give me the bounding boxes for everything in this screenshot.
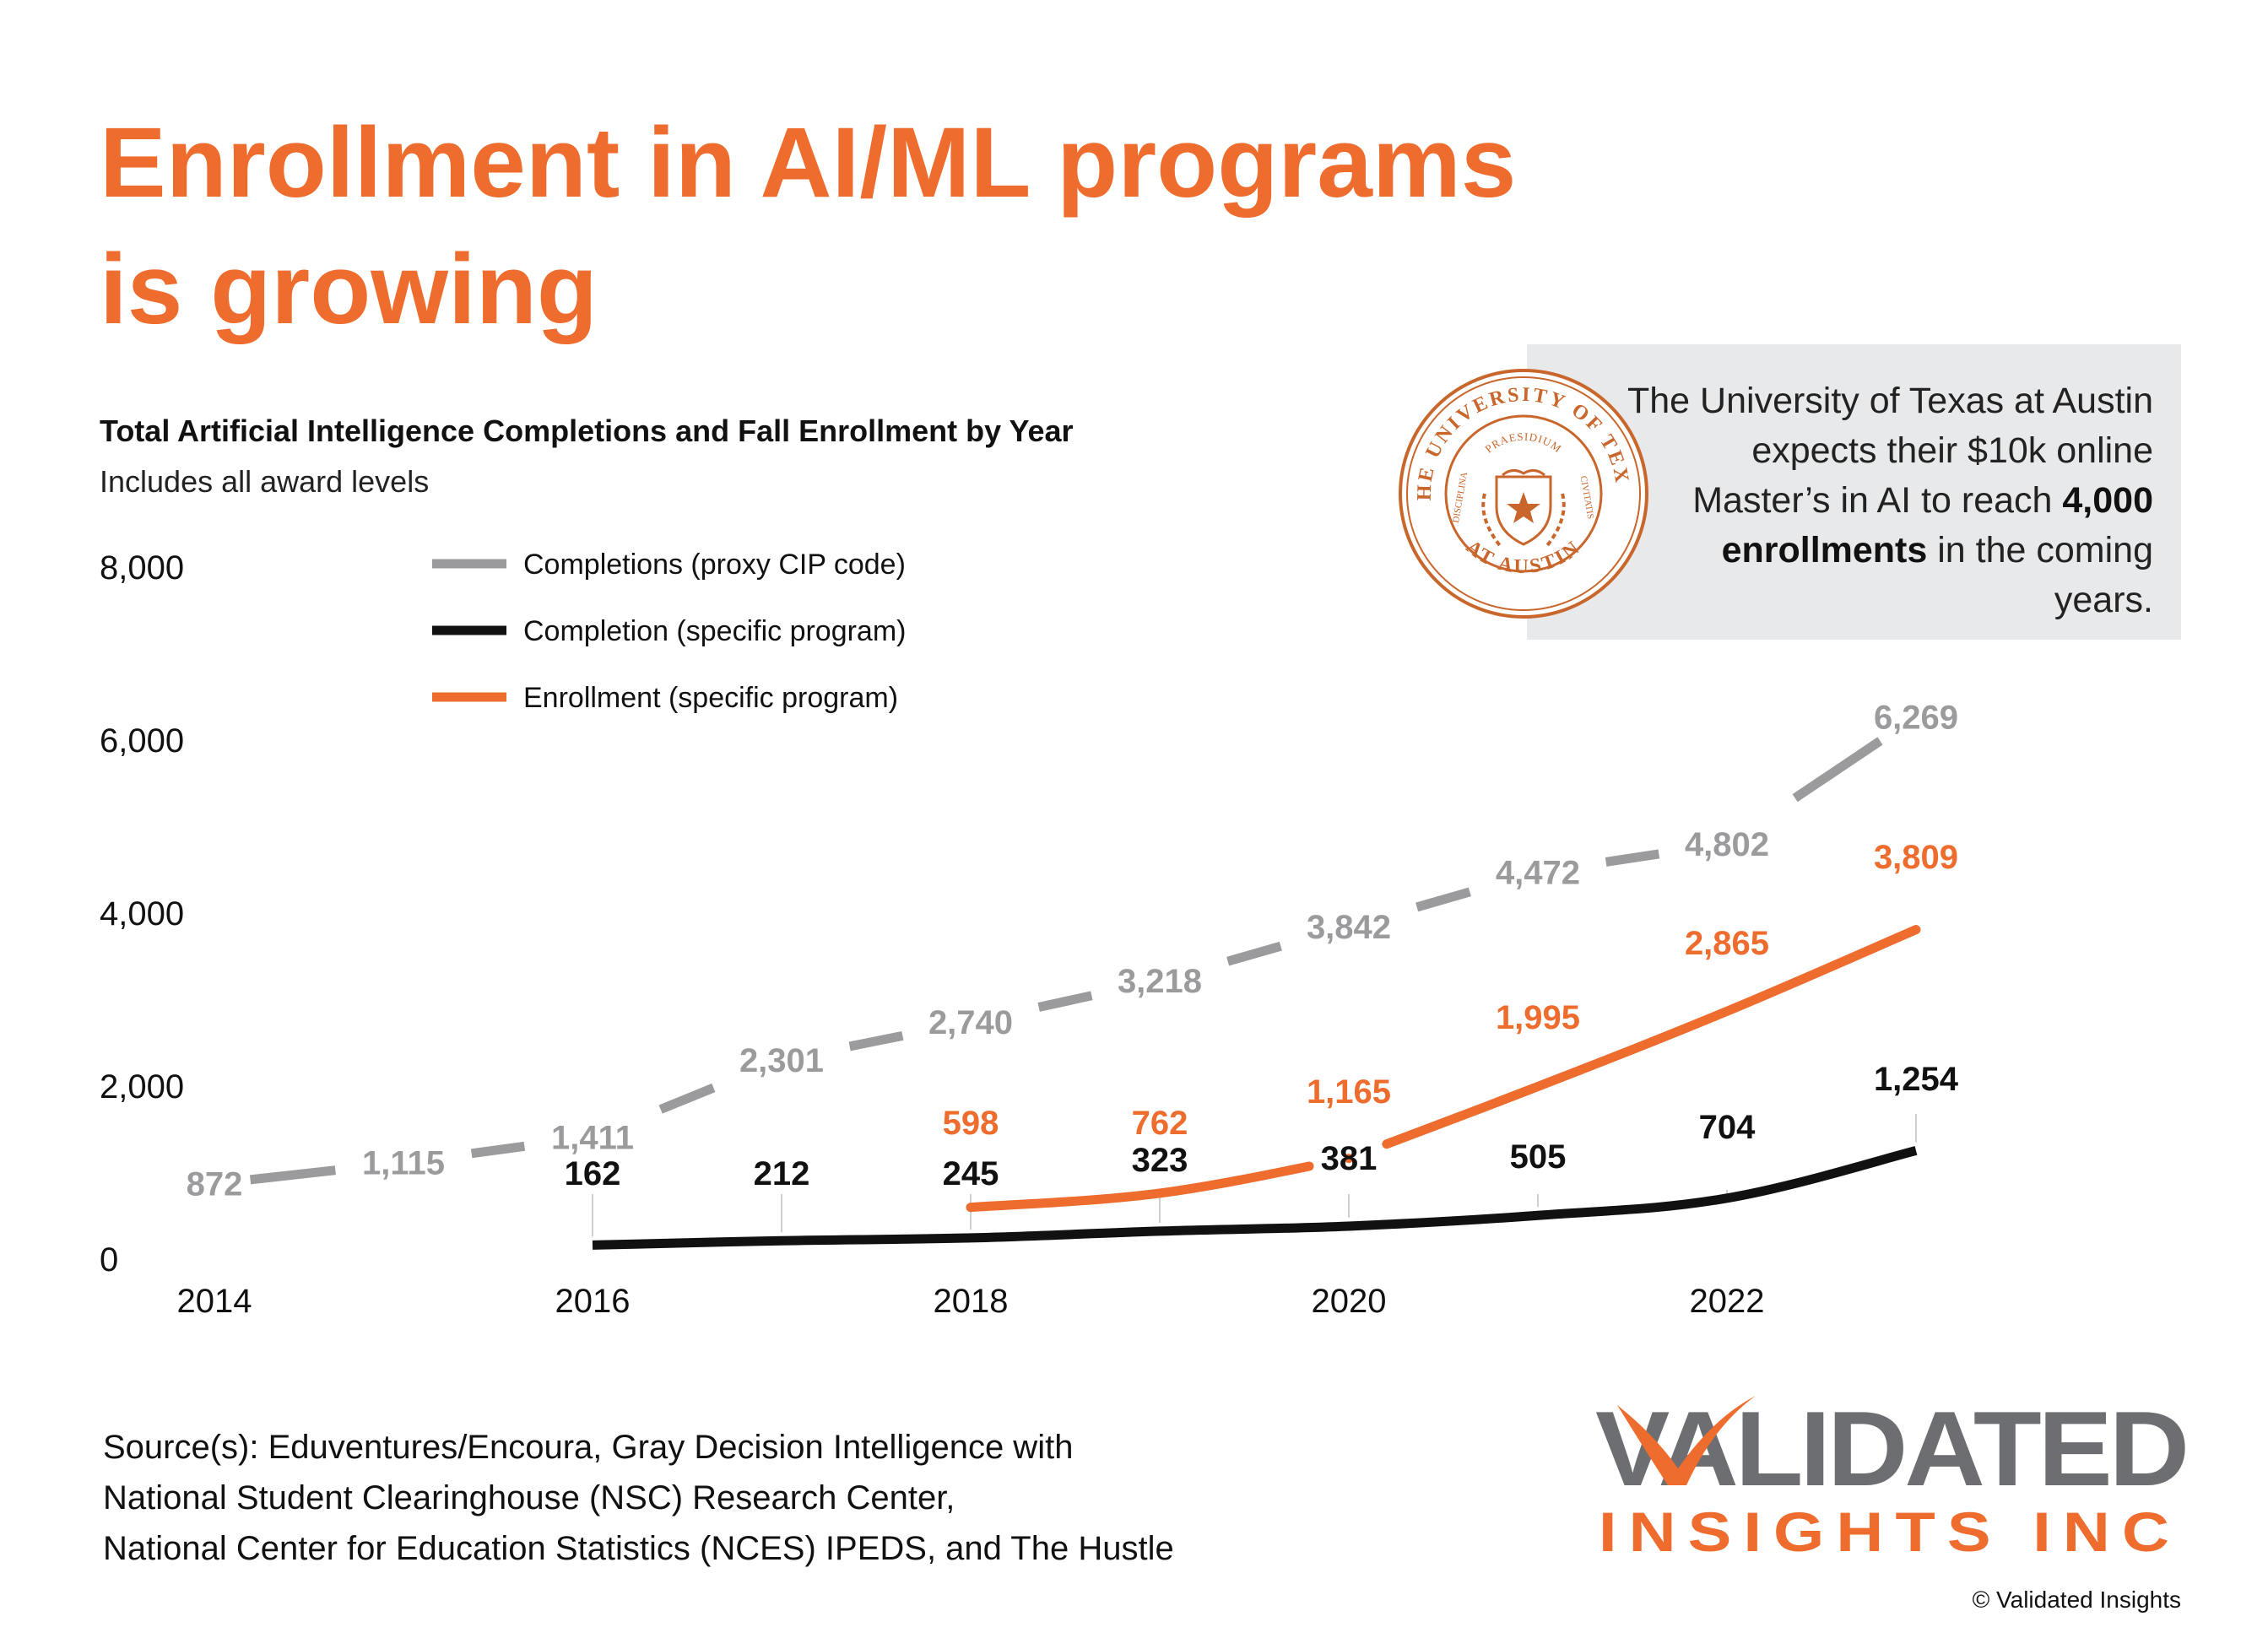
enrollment-data-label: 3,809 — [1874, 839, 1958, 876]
enrollment-line — [966, 1154, 1354, 1213]
legend-label: Completion (specific program) — [523, 615, 907, 647]
completions-proxy-data-label: 4,472 — [1496, 855, 1580, 892]
chart-title: Total Artificial Intelligence Completion… — [100, 414, 1074, 448]
enrollment-data-label: 598 — [943, 1105, 999, 1142]
completions-proxy-line-segment — [1415, 887, 1471, 912]
completions-proxy-data-label: 6,269 — [1874, 699, 1958, 736]
completion-specific-line — [592, 1146, 1918, 1250]
y-tick-label: 8,000 — [100, 549, 184, 587]
completions-proxy-line-segment — [249, 1165, 336, 1185]
completion-specific-data-label: 1,254 — [1874, 1061, 1959, 1098]
completions-proxy-line-segment — [658, 1083, 716, 1114]
y-tick-label: 4,000 — [100, 895, 184, 933]
page-title-line-1: Enrollment in AI/ML programs — [100, 107, 1517, 219]
completions-proxy-data-label: 4,802 — [1685, 826, 1769, 863]
completions-proxy-line-segment — [848, 1030, 904, 1051]
seal-right-wreath-icon — [1544, 493, 1566, 549]
enrollment-data-label: 1,995 — [1496, 999, 1580, 1036]
seal-book-icon — [1502, 469, 1545, 477]
completion-specific-data-label: 704 — [1699, 1109, 1756, 1146]
completions-proxy-line-segment — [470, 1141, 526, 1159]
legend-label: Enrollment (specific program) — [523, 682, 898, 714]
completion-specific-data-label: 212 — [754, 1155, 810, 1192]
completions-proxy-data-label: 872 — [187, 1166, 243, 1203]
validated-insights-logo: VALIDATED INSIGHTS INC — [1595, 1389, 2190, 1563]
completions-proxy-data-label: 3,842 — [1307, 909, 1391, 946]
source-line-3: National Center for Education Statistics… — [103, 1530, 1174, 1567]
x-tick-label: 2014 — [177, 1283, 252, 1320]
completion-specific-data-label: 381 — [1321, 1140, 1378, 1177]
enrollment-data-label: 2,865 — [1685, 925, 1769, 962]
logo-word-validated: VALIDATED — [1595, 1389, 2186, 1508]
completions-proxy-data-label: 3,218 — [1118, 963, 1202, 1000]
seal-shield-icon — [1495, 475, 1552, 546]
logo-swoosh-icon — [1617, 1396, 1756, 1485]
completions-proxy-data-label: 2,301 — [739, 1042, 824, 1079]
enrollment-data-label: 1,165 — [1307, 1073, 1391, 1111]
enrollment-data-label: 762 — [1132, 1105, 1188, 1142]
completion-specific-data-label: 245 — [943, 1155, 999, 1192]
source-line-2: National Student Clearinghouse (NSC) Res… — [103, 1479, 955, 1516]
completion-specific-data-label: 162 — [565, 1155, 621, 1192]
legend-label: Completions (proxy CIP code) — [523, 549, 906, 581]
callout-text-main: The University of Texas at Austin expect… — [1627, 381, 2153, 521]
x-tick-label: 2018 — [934, 1283, 1009, 1320]
page-title-line-2: is growing — [100, 234, 598, 345]
completion-specific-data-label: 505 — [1510, 1138, 1567, 1176]
seal-left-wreath-icon — [1481, 493, 1503, 549]
seal-star-icon — [1507, 492, 1540, 523]
chart-subtitle: Includes all award levels — [100, 464, 430, 499]
completions-proxy-line-segment — [1226, 941, 1282, 966]
callout-text-highlight: 4,000 enrollments — [1721, 480, 2153, 570]
page-title: Enrollment in AI/ML programs is growing — [100, 100, 1788, 353]
callout-text: The University of Texas at Austin expect… — [1613, 376, 2153, 625]
x-tick-label: 2016 — [555, 1283, 631, 1320]
copyright: © Validated Insights — [1972, 1587, 2181, 1613]
x-tick-label: 2020 — [1312, 1283, 1387, 1320]
completions-proxy-line-segment — [1792, 737, 1883, 803]
y-tick-label: 0 — [100, 1241, 118, 1279]
x-tick-label: 2022 — [1690, 1283, 1765, 1320]
enrollment-line — [1344, 925, 1921, 1164]
y-tick-label: 6,000 — [100, 722, 184, 760]
completions-proxy-line-segment — [1037, 991, 1093, 1012]
completions-proxy-data-label: 1,411 — [551, 1119, 634, 1156]
callout-text-end: in the coming years. — [1927, 530, 2153, 620]
source-note: Source(s): Eduventures/Encoura, Gray Dec… — [103, 1422, 1174, 1574]
source-line-1: Source(s): Eduventures/Encoura, Gray Dec… — [103, 1429, 1074, 1466]
completion-specific-data-label: 323 — [1132, 1142, 1188, 1179]
y-tick-label: 2,000 — [100, 1068, 184, 1106]
logo-word-insights: INSIGHTS INC — [1599, 1500, 2181, 1563]
completions-proxy-line-segment — [1605, 849, 1660, 867]
completions-proxy-data-label: 1,115 — [362, 1145, 445, 1182]
ut-austin-seal: THE UNIVERSITY OF TEXAS AT AUSTIN PRAESI… — [1397, 367, 1648, 619]
completions-proxy-data-label: 2,740 — [928, 1004, 1013, 1041]
